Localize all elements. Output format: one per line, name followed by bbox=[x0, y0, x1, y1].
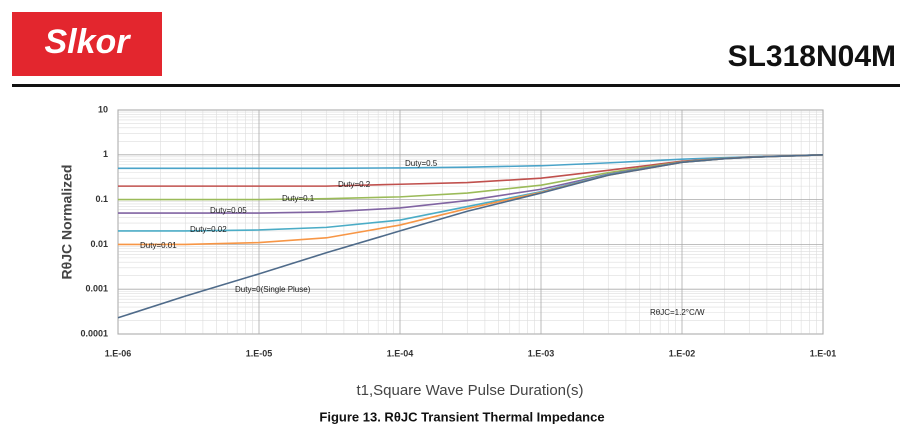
series-label: Duty=0.01 bbox=[140, 241, 177, 250]
series-label: Duty=0.5 bbox=[405, 159, 438, 168]
logo: Slkor bbox=[44, 23, 131, 61]
y-axis-label: RθJC Normalized bbox=[59, 165, 75, 280]
series-label: Duty=0.05 bbox=[210, 206, 247, 215]
x-axis-label: t1,Square Wave Pulse Duration(s) bbox=[356, 382, 583, 399]
y-tick-label: 10 bbox=[98, 104, 108, 114]
x-tick-label: 1.E-04 bbox=[387, 348, 414, 358]
series-lines: Duty=0.5 Duty=0.2 Duty=0.1 Duty=0.05 Duty=0.… bbox=[117, 154, 824, 319]
y-tick-label: 0.0001 bbox=[80, 328, 108, 338]
caption: Figure 13. RθJC Transient Thermal Impeda… bbox=[319, 409, 604, 424]
plot-area bbox=[117, 109, 824, 335]
series-label: Duty=0.2 bbox=[338, 180, 371, 189]
logo-box bbox=[12, 12, 162, 76]
part-title: SL318N04M bbox=[728, 40, 896, 73]
header-rule bbox=[12, 84, 900, 87]
x-tick-label: 1.E-05 bbox=[246, 348, 273, 358]
series-label: Duty=0.02 bbox=[190, 225, 227, 234]
x-tick-label: 1.E-03 bbox=[528, 348, 555, 358]
x-tick-label: 1.E-01 bbox=[810, 348, 837, 358]
annotation: RθJC=1.2°C/W bbox=[650, 308, 705, 317]
x-tick-label: 1.E-06 bbox=[105, 348, 132, 358]
y-tick-label: 0.01 bbox=[90, 239, 108, 249]
y-tick-label: 1 bbox=[103, 149, 108, 159]
series-label: Duty=0.1 bbox=[282, 194, 315, 203]
x-tick-label: 1.E-02 bbox=[669, 348, 696, 358]
y-tick-label: 0.1 bbox=[95, 194, 108, 204]
grid: 1.E-06 1.E-05 1.E-04 1.E-03 1.E-02 1.E-01 0.00… bbox=[80, 104, 836, 358]
y-tick-label: 0.001 bbox=[85, 284, 108, 294]
series-label: Duty=0(Single Pluse) bbox=[235, 285, 311, 294]
series-line bbox=[117, 154, 824, 319]
